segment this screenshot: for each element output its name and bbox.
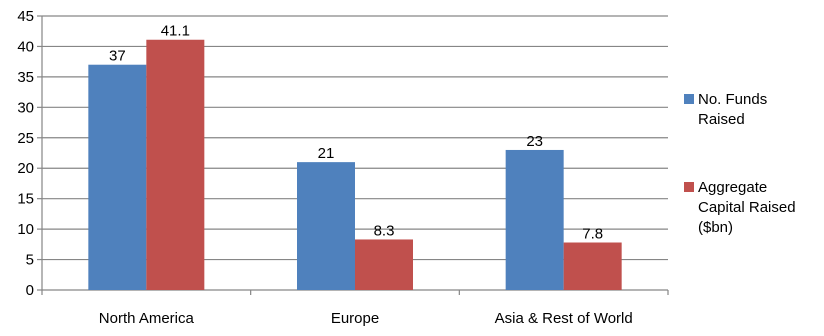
y-tick-label: 5 (26, 252, 34, 269)
y-tick-label: 25 (17, 130, 34, 147)
y-tick-label: 15 (17, 191, 34, 208)
x-category-label: North America (99, 310, 195, 327)
data-label: 23 (526, 133, 543, 150)
x-category-label: Asia & Rest of World (495, 310, 633, 327)
y-tick-label: 35 (17, 69, 34, 86)
bar-capital (146, 39, 205, 290)
bar-funds (88, 64, 147, 290)
legend-line: Aggregate (698, 179, 767, 196)
bar-funds (297, 162, 355, 290)
legend: No. Funds Raised Aggregate Capital Raised ($… (684, 91, 796, 236)
legend-swatch (684, 94, 694, 104)
data-label: 8.3 (374, 222, 395, 239)
bar-funds (505, 149, 564, 290)
y-tick-label: 10 (17, 221, 34, 238)
bar-capital (355, 239, 413, 290)
y-tick-label: 45 (17, 8, 34, 25)
y-tick-label: 30 (17, 99, 34, 116)
data-label: 21 (318, 145, 335, 162)
legend-swatch (684, 182, 694, 192)
legend-entry: Aggregate Capital Raised ($bn) (698, 179, 796, 236)
bars (88, 39, 622, 290)
x-category-label: Europe (331, 310, 379, 327)
data-label: 37 (109, 48, 126, 65)
legend-line: No. Funds (698, 91, 767, 108)
y-tick-label: 0 (26, 282, 34, 299)
bar-capital (563, 242, 622, 290)
y-tick-label: 40 (17, 38, 34, 55)
data-label: 7.8 (582, 226, 603, 243)
legend-line: Raised (698, 111, 745, 128)
data-labels: 37 41.1 21 8.3 23 7.8 (109, 23, 603, 243)
data-label: 41.1 (161, 23, 190, 40)
legend-line: ($bn) (698, 219, 733, 236)
y-tick-label: 20 (17, 160, 34, 177)
legend-entry: No. Funds Raised (698, 91, 767, 128)
legend-line: Capital Raised (698, 199, 796, 216)
axes: 0 5 10 15 20 25 30 35 40 45 North America Europe Asi… (17, 8, 669, 327)
